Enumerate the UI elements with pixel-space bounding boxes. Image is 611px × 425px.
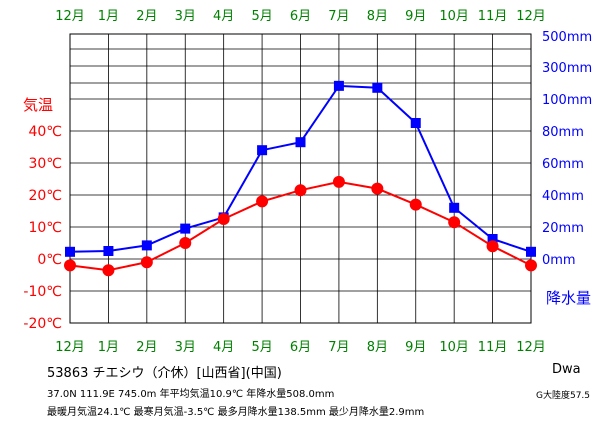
month-label: 10月: [439, 9, 469, 24]
month-label: 12月: [516, 9, 546, 24]
precipitation-point: [487, 234, 498, 244]
temperature-tick-label: 20℃: [28, 188, 62, 204]
month-label: 12月: [516, 340, 546, 355]
month-label: 2月: [136, 340, 157, 355]
temperature-point: [409, 198, 422, 211]
month-label: 3月: [175, 340, 196, 355]
station-name: 53863 チエシウ（介休）[山西省](中国): [47, 366, 282, 381]
climate-classification: Dwa: [552, 362, 581, 377]
temperature-point: [371, 182, 384, 195]
month-label: 2月: [136, 9, 157, 24]
month-label: 8月: [367, 9, 388, 24]
month-label: 4月: [213, 340, 234, 355]
chart-grid: [69, 33, 532, 324]
temperature-axis-ticks: 40℃ 30℃ 20℃ 10℃ 0℃ -10℃ -20℃: [23, 124, 62, 332]
precipitation-series: [65, 80, 536, 257]
precipitation-point: [65, 246, 75, 257]
month-label: 12月: [55, 9, 85, 24]
month-label: 10月: [439, 340, 469, 355]
month-label: 7月: [328, 340, 349, 355]
precipitation-point: [526, 246, 536, 257]
precipitation-point: [295, 137, 306, 148]
month-label: 6月: [290, 340, 311, 355]
precipitation-tick-label: 80mm: [542, 125, 584, 140]
temperature-point: [179, 237, 192, 249]
station-extremes: 最暖月気温24.1℃ 最寒月気温-3.5℃ 最多月降水量138.5mm 最少月降…: [47, 407, 425, 418]
temperature-point: [525, 259, 537, 272]
temperature-point: [486, 240, 499, 253]
precipitation-point: [410, 118, 421, 128]
temperature-point: [256, 195, 269, 208]
month-label: 5月: [251, 340, 272, 355]
temperature-point: [64, 259, 76, 272]
precipitation-tick-label: 0mm: [542, 253, 576, 268]
precipitation-point: [257, 145, 268, 156]
month-label: 11月: [478, 9, 508, 24]
temperature-tick-label: 40℃: [28, 124, 62, 140]
temperature-point: [140, 256, 153, 269]
precipitation-tick-label: 100mm: [542, 93, 592, 108]
top-month-labels: 12月 1月 2月 3月 4月 5月 6月 7月 8月 9月 10月 11月 12月: [55, 9, 546, 24]
temperature-point: [332, 175, 345, 188]
precipitation-point: [180, 223, 191, 234]
temperature-series: [64, 175, 537, 277]
precipitation-point: [333, 80, 344, 91]
month-label: 9月: [405, 340, 426, 355]
temperature-axis-label: 気温: [23, 96, 53, 114]
month-label: 4月: [213, 9, 234, 24]
temperature-tick-label: 30℃: [28, 156, 62, 172]
month-label: 1月: [98, 340, 119, 355]
precipitation-tick-label: 40mm: [542, 189, 584, 204]
precipitation-point: [449, 202, 460, 213]
month-label: 9月: [405, 9, 426, 24]
month-label: 7月: [328, 9, 349, 24]
month-label: 6月: [290, 9, 311, 24]
continentality-index: G大陸度57.5: [536, 391, 591, 401]
temperature-point: [102, 264, 115, 277]
month-label: 5月: [251, 9, 272, 24]
temperature-tick-label: -10℃: [23, 284, 62, 300]
bottom-month-labels: 12月 1月 2月 3月 4月 5月 6月 7月 8月 9月 10月 11月 12月: [55, 340, 546, 355]
precipitation-point: [141, 240, 152, 251]
precipitation-point: [372, 82, 383, 93]
temperature-point: [217, 213, 230, 225]
precipitation-tick-label: 20mm: [542, 221, 584, 236]
precipitation-axis-ticks: 100mm 80mm 60mm 40mm 20mm 0mm 500mm 300mm: [542, 30, 592, 268]
precipitation-point: [103, 246, 114, 256]
month-label: 12月: [55, 340, 85, 355]
temperature-tick-label: 10℃: [28, 220, 62, 236]
month-label: 1月: [98, 9, 119, 24]
temperature-point: [294, 184, 307, 197]
month-label: 3月: [175, 9, 196, 24]
temperature-point: [448, 216, 461, 229]
precipitation-axis-label: 降水量: [546, 289, 591, 307]
month-label: 8月: [367, 340, 388, 355]
temperature-tick-label: -20℃: [23, 316, 62, 332]
precipitation-tick-label: 500mm: [542, 30, 592, 45]
station-summary: 37.0N 111.9E 745.0m 年平均気温10.9℃ 年降水量508.0…: [47, 389, 335, 400]
temperature-tick-label: 0℃: [37, 252, 62, 268]
precipitation-tick-label: 60mm: [542, 157, 584, 172]
precipitation-tick-label: 300mm: [542, 61, 592, 76]
month-label: 11月: [478, 340, 508, 355]
